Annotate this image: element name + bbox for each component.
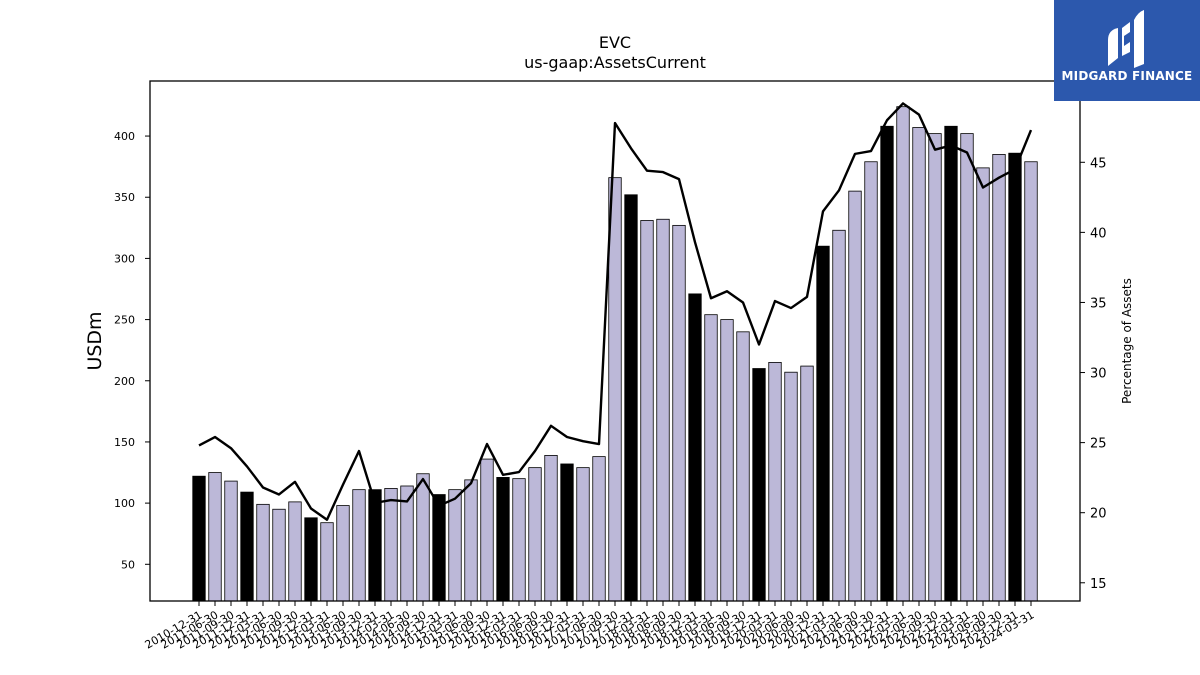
bar bbox=[784, 371, 798, 602]
bar bbox=[752, 368, 766, 602]
bar bbox=[720, 319, 734, 602]
bar bbox=[688, 293, 702, 602]
left-axis: 50 100 150 200 250 300 350 400 bbox=[114, 130, 150, 571]
bar bbox=[352, 489, 366, 602]
y2-tick-label: 25 bbox=[1090, 437, 1107, 452]
bar bbox=[976, 167, 990, 602]
chart-subtitle: us-gaap:AssetsCurrent bbox=[524, 53, 706, 72]
bar bbox=[192, 475, 206, 602]
y-tick-label: 400 bbox=[114, 130, 135, 143]
bar bbox=[816, 245, 830, 602]
bar bbox=[640, 220, 654, 602]
bar bbox=[256, 503, 270, 602]
y-tick-label: 350 bbox=[114, 191, 135, 204]
bar bbox=[624, 194, 638, 602]
bar-series bbox=[192, 106, 1038, 602]
bar bbox=[336, 505, 350, 602]
bar bbox=[560, 463, 574, 602]
y-axis-label: USDm bbox=[84, 311, 106, 370]
percentage-line bbox=[198, 102, 1033, 521]
bar bbox=[576, 467, 590, 602]
bar bbox=[288, 501, 302, 602]
bar bbox=[992, 154, 1006, 602]
brand-name: MIDGARD FINANCE bbox=[1061, 69, 1193, 83]
bar bbox=[608, 177, 622, 602]
y-tick-label: 50 bbox=[121, 558, 135, 571]
y2-tick-label: 40 bbox=[1090, 226, 1107, 241]
brand-logo: MIDGARD FINANCE bbox=[1054, 0, 1200, 101]
midgard-logo-icon bbox=[1108, 10, 1144, 68]
bar bbox=[512, 478, 526, 602]
bar bbox=[432, 494, 446, 602]
bar bbox=[880, 125, 894, 602]
bar bbox=[224, 480, 238, 602]
bar bbox=[368, 489, 382, 602]
bottom-axis: 2010-12-312011-06-302011-09-302011-12-31… bbox=[143, 601, 1037, 652]
bar bbox=[592, 456, 606, 602]
y2-tick-label: 35 bbox=[1090, 296, 1107, 311]
y2-tick-label: 15 bbox=[1090, 577, 1107, 592]
bar bbox=[704, 314, 718, 602]
bar bbox=[944, 125, 958, 602]
bar bbox=[1008, 152, 1022, 602]
bar bbox=[896, 106, 910, 602]
bar bbox=[416, 473, 430, 602]
bar bbox=[304, 517, 318, 602]
bar bbox=[240, 491, 254, 602]
bar bbox=[320, 522, 334, 602]
y2-tick-label: 30 bbox=[1090, 367, 1107, 382]
bar bbox=[528, 467, 542, 602]
bar bbox=[928, 133, 942, 602]
y-tick-label: 300 bbox=[114, 252, 135, 265]
y-tick-label: 250 bbox=[114, 314, 135, 327]
bar bbox=[848, 190, 862, 602]
bar bbox=[496, 477, 510, 602]
bar bbox=[384, 488, 398, 602]
y2-tick-label: 20 bbox=[1090, 507, 1107, 522]
chart-title: EVC bbox=[598, 33, 632, 52]
right-axis: 15 20 25 30 35 40 45 bbox=[1080, 156, 1107, 592]
bar bbox=[768, 362, 782, 602]
bar bbox=[912, 127, 926, 602]
bar bbox=[736, 331, 750, 602]
bar bbox=[400, 485, 414, 602]
bar bbox=[672, 224, 686, 602]
y2-tick-label: 45 bbox=[1090, 156, 1107, 171]
bar bbox=[656, 218, 670, 602]
bar bbox=[272, 508, 286, 602]
bar bbox=[464, 479, 478, 602]
y-tick-label: 100 bbox=[114, 497, 135, 510]
bar bbox=[832, 229, 846, 602]
bar bbox=[480, 458, 494, 602]
bar bbox=[208, 472, 222, 602]
bar bbox=[448, 489, 462, 602]
y-tick-label: 150 bbox=[114, 436, 135, 449]
y-tick-label: 200 bbox=[114, 375, 135, 388]
bar bbox=[960, 133, 974, 602]
bar bbox=[864, 161, 878, 602]
bar bbox=[800, 365, 814, 602]
y2-axis-label: Percentage of Assets bbox=[1120, 278, 1134, 404]
bar bbox=[544, 454, 558, 602]
bar bbox=[1024, 161, 1038, 602]
